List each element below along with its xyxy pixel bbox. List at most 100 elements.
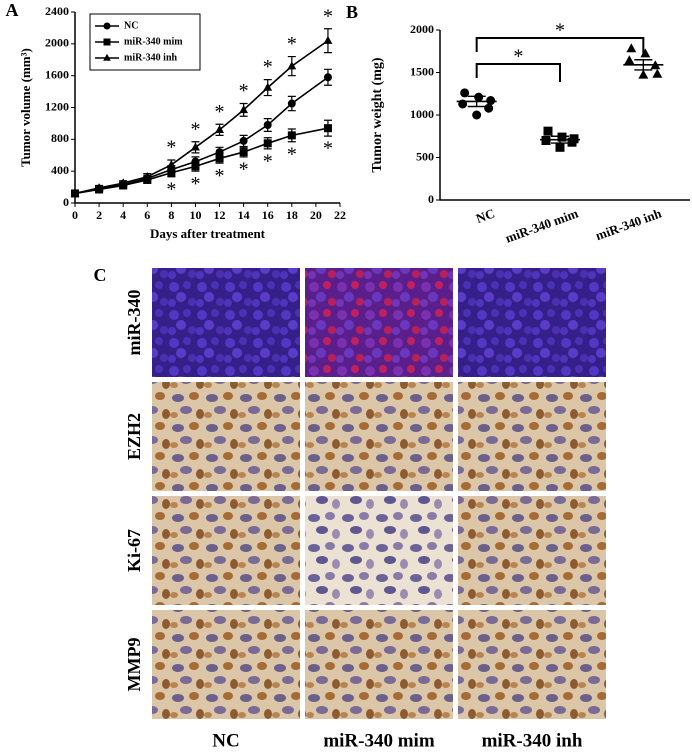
- marker: [287, 61, 297, 70]
- row-label: miR-340: [124, 290, 144, 356]
- marker: [287, 99, 296, 108]
- column-label: NC: [212, 730, 239, 751]
- marker: [215, 154, 224, 163]
- micrograph: [152, 496, 300, 605]
- x-tick-label: 0: [72, 208, 78, 222]
- marker: [239, 148, 248, 157]
- x-tick-label: NC: [474, 206, 497, 227]
- column-label: miR-340 inh: [482, 730, 583, 751]
- marker: [652, 68, 663, 78]
- marker: [557, 132, 567, 142]
- x-tick-label: 4: [120, 208, 126, 222]
- legend-label: miR-340 inh: [124, 52, 178, 63]
- y-tick-label: 1200: [45, 99, 69, 113]
- x-tick-label: 8: [168, 208, 174, 222]
- row-label: MMP9: [124, 638, 144, 692]
- significance-label: *: [263, 56, 273, 78]
- marker: [191, 162, 200, 171]
- micrograph: [305, 268, 453, 377]
- panel-label: B: [346, 2, 358, 22]
- row-label: Ki-67: [124, 529, 144, 572]
- micrograph: [458, 610, 606, 719]
- x-tick-label: 14: [238, 208, 250, 222]
- marker: [94, 183, 104, 192]
- micrograph: [458, 268, 606, 377]
- y-tick-label: 0: [63, 195, 69, 209]
- micrograph: [458, 382, 606, 491]
- marker: [484, 103, 494, 113]
- y-tick-label: 1500: [410, 64, 434, 78]
- marker: [239, 105, 249, 114]
- marker: [460, 88, 470, 98]
- significance-bracket: [475, 37, 645, 56]
- marker: [191, 142, 200, 151]
- x-tick-label: 18: [286, 208, 298, 222]
- y-tick-label: 400: [51, 163, 69, 177]
- y-tick-label: 0: [428, 192, 434, 206]
- micrograph: [152, 382, 300, 491]
- x-tick-label: 12: [214, 208, 226, 222]
- legend-label: NC: [124, 20, 138, 31]
- marker: [323, 35, 333, 44]
- error-bar: [634, 59, 653, 71]
- significance-label: *: [323, 138, 333, 160]
- marker: [543, 126, 553, 136]
- significance-label: *: [166, 178, 176, 200]
- y-tick-label: 500: [416, 149, 434, 163]
- significance-label: *: [239, 158, 249, 180]
- marker: [263, 82, 273, 91]
- panel-label: A: [6, 0, 19, 20]
- micrograph: [305, 382, 453, 491]
- marker: [118, 178, 128, 187]
- significance-label: *: [287, 33, 297, 55]
- marker: [323, 124, 332, 133]
- micrograph: [152, 610, 300, 719]
- micrograph: [305, 610, 453, 719]
- x-tick-label: miR-340 inh: [593, 205, 664, 243]
- y-axis-label: Tumor volume (mm³): [18, 48, 33, 167]
- row-label: EZH2: [124, 413, 144, 460]
- x-tick-label: 22: [334, 208, 346, 222]
- y-tick-label: 2000: [45, 36, 69, 50]
- marker: [70, 188, 80, 197]
- significance-label: *: [190, 173, 200, 195]
- marker: [166, 160, 176, 168]
- micrograph: [305, 496, 453, 605]
- marker: [215, 124, 224, 133]
- significance-label: *: [239, 80, 249, 102]
- x-tick-label: 6: [144, 208, 150, 222]
- significance-label: *: [215, 101, 225, 123]
- micrograph: [458, 496, 606, 605]
- marker: [167, 168, 176, 177]
- y-tick-label: 2400: [45, 4, 69, 18]
- marker: [638, 69, 649, 79]
- marker: [263, 139, 272, 148]
- marker: [103, 38, 111, 46]
- y-tick-label: 2000: [410, 22, 434, 36]
- column-label: miR-340 mim: [323, 730, 435, 751]
- significance-label: *: [215, 165, 225, 187]
- marker: [474, 92, 484, 102]
- legend-label: miR-340 mim: [124, 36, 183, 47]
- marker: [626, 43, 637, 53]
- marker: [555, 142, 565, 152]
- y-tick-label: 800: [51, 131, 69, 145]
- y-tick-label: 1600: [45, 67, 69, 81]
- significance-label: *: [513, 46, 523, 68]
- significance-label: *: [555, 20, 565, 42]
- significance-label: *: [287, 143, 297, 165]
- marker: [486, 96, 496, 106]
- x-tick-label: 20: [310, 208, 322, 222]
- significance-label: *: [323, 5, 333, 27]
- marker: [569, 134, 579, 144]
- marker: [323, 73, 332, 82]
- marker: [103, 22, 111, 30]
- marker: [624, 55, 635, 65]
- x-axis-label: Days after treatment: [150, 226, 266, 241]
- x-tick-label: 16: [262, 208, 274, 222]
- x-tick-label: 2: [96, 208, 102, 222]
- error-bar: [551, 135, 569, 144]
- x-tick-label: miR-340 mim: [503, 205, 580, 245]
- marker: [239, 136, 248, 145]
